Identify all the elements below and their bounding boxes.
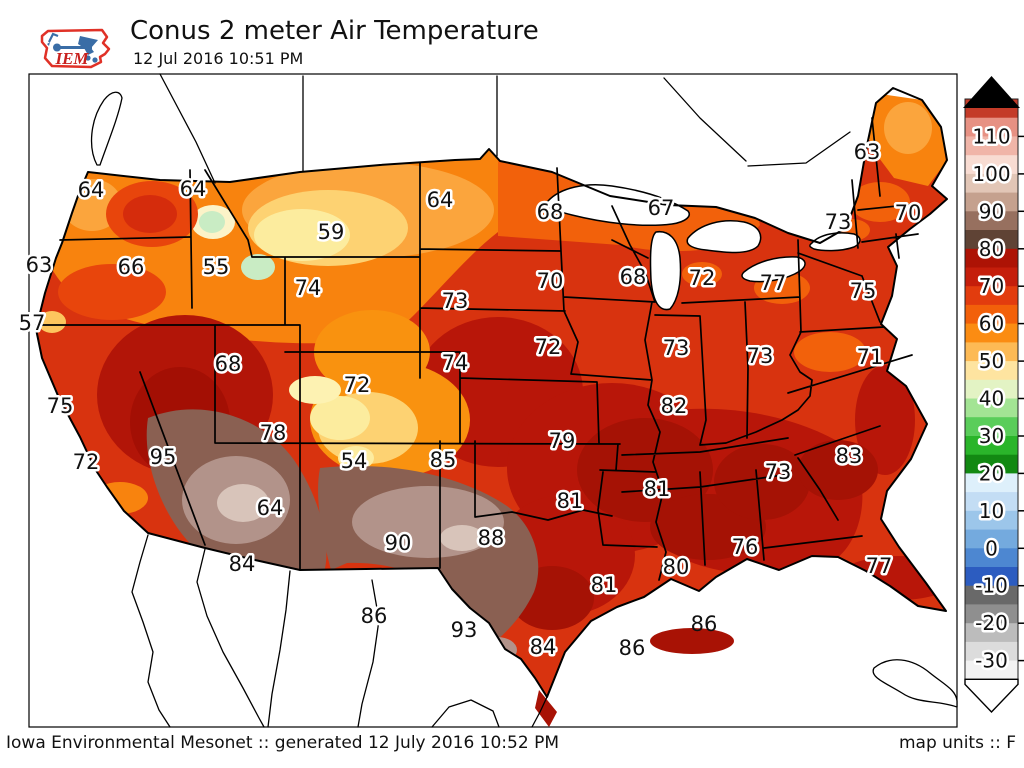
station-temp-label: 76 [732,535,759,559]
colorbar-label: 90 [979,199,1004,223]
colorbar-label: 60 [979,312,1004,336]
station-temp-label: 95 [150,445,177,469]
station-temp-label: 78 [260,421,287,445]
colorbar: 1101009080706050403020100-10-20-30 [963,76,1024,712]
colorbar-overflow-arrow [963,76,1020,108]
station-temp-label: 68 [537,200,564,224]
station-temp-label: 75 [850,279,877,303]
station-temp-label: 88 [478,526,505,550]
station-temp-label: 63 [26,253,53,277]
station-temp-label: 77 [760,271,787,295]
station-temp-label: 66 [118,255,145,279]
station-temp-label: 79 [549,429,576,453]
colorbar-label: -30 [975,649,1008,673]
colorbar-label: 110 [972,124,1010,148]
station-temp-label: 86 [361,604,388,628]
footer-map-units: map units :: F [899,733,1016,753]
station-temp-label: 70 [537,269,564,293]
station-temp-label: 75 [47,394,74,418]
station-temp-label: 73 [663,336,690,360]
station-temp-label: 57 [19,311,46,335]
logo-text: IEM [54,49,89,68]
colorbar-label: 50 [979,349,1004,373]
station-temp-label: 67 [648,196,675,220]
station-temp-label: 73 [765,460,792,484]
station-temp-label: 77 [866,554,893,578]
station-temp-label: 72 [689,266,716,290]
weather-map-page: 64 64 59 64 68 67 63 73 70 63 66 55 74 73 70 68 72 77 75 57… [0,0,1024,768]
station-temp-label: 73 [747,344,774,368]
colorbar-label: 80 [979,237,1004,261]
iem-logo: IEM [14,2,134,80]
station-temp-label: 74 [295,276,322,300]
station-temp-label: 64 [78,178,105,202]
station-temp-label: 81 [557,489,584,513]
station-temp-label: 70 [895,201,922,225]
station-temp-label: 81 [644,477,671,501]
station-temp-label: 72 [73,450,100,474]
colorbar-underflow-arrow [965,679,1018,712]
station-temp-label: 73 [442,289,469,313]
station-temp-label: 83 [836,444,863,468]
station-temp-label: 84 [530,635,557,659]
station-temp-label: 81 [591,573,618,597]
station-temp-label: 64 [257,496,284,520]
station-temp-label: 71 [857,345,884,369]
colorbar-label: -20 [975,611,1008,635]
station-temp-label: 63 [854,140,881,164]
colorbar-label: 20 [979,461,1004,485]
station-temp-label: 72 [344,373,371,397]
station-temp-label: 73 [825,210,852,234]
lake-michigan [651,232,681,310]
station-temp-label: 72 [535,335,562,359]
station-temp-label: 59 [318,220,345,244]
colorbar-label: 40 [979,387,1004,411]
colorbar-label: -10 [975,574,1008,598]
station-temp-label: 85 [430,448,457,472]
footer-credit: Iowa Environmental Mesonet :: generated … [6,733,559,753]
station-temp-label: 68 [620,265,647,289]
station-temp-label: 86 [691,612,718,636]
station-temp-label: 54 [341,449,368,473]
station-temp-label: 68 [215,352,242,376]
station-temp-label: 55 [203,255,230,279]
station-temp-label: 84 [229,552,256,576]
colorbar-label: 10 [979,499,1004,523]
map-valid-time: 12 Jul 2016 10:51 PM [133,49,303,68]
page-title: Conus 2 meter Air Temperature [130,16,539,46]
colorbar-label: 70 [979,274,1004,298]
temperature-map: 64 64 59 64 68 67 63 73 70 63 66 55 74 73 70 68 72 77 75 57… [0,0,1024,768]
colorbar-label: 30 [979,424,1004,448]
station-temp-label: 64 [180,177,207,201]
colorbar-label: 0 [985,536,998,560]
station-temp-label: 90 [385,531,412,555]
station-temp-label: 80 [663,555,690,579]
colorbar-label: 100 [972,162,1010,186]
station-temp-label: 82 [661,394,688,418]
station-temp-label: 74 [442,351,469,375]
station-temp-label: 86 [619,636,646,660]
station-temp-label: 64 [427,188,454,212]
station-temp-label: 93 [451,618,478,642]
